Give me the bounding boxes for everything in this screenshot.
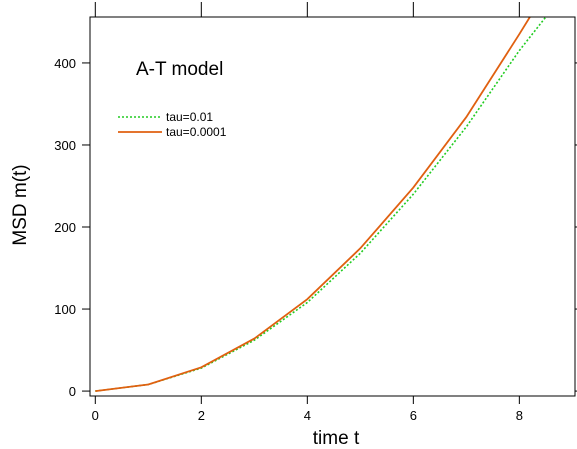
series-line-2 [95,17,531,392]
plot-frame [89,16,576,397]
x-tick-label-8: 8 [516,408,523,423]
y-tick-label-400: 400 [54,56,76,71]
y-tick-label-300: 300 [54,138,76,153]
legend-label-1: tau=0.01 [166,110,213,124]
y-axis-title: MSD m(t) [10,164,31,245]
x-tick-label-6: 6 [410,408,417,423]
x-tick-label-4: 4 [304,408,311,423]
x-tick-label-2: 2 [198,408,205,423]
chart-annotation: A-T model [136,59,223,80]
legend-label-2: tau=0.0001 [166,125,227,139]
ticks-layer: 0 2 4 6 8 0 100 200 300 400 [54,2,577,423]
x-axis-title: time t [313,428,360,449]
series-layer [95,17,547,392]
x-tick-label-0: 0 [92,408,99,423]
y-tick-label-200: 200 [54,220,76,235]
y-tick-label-100: 100 [54,302,76,317]
y-tick-label-0: 0 [69,384,76,399]
